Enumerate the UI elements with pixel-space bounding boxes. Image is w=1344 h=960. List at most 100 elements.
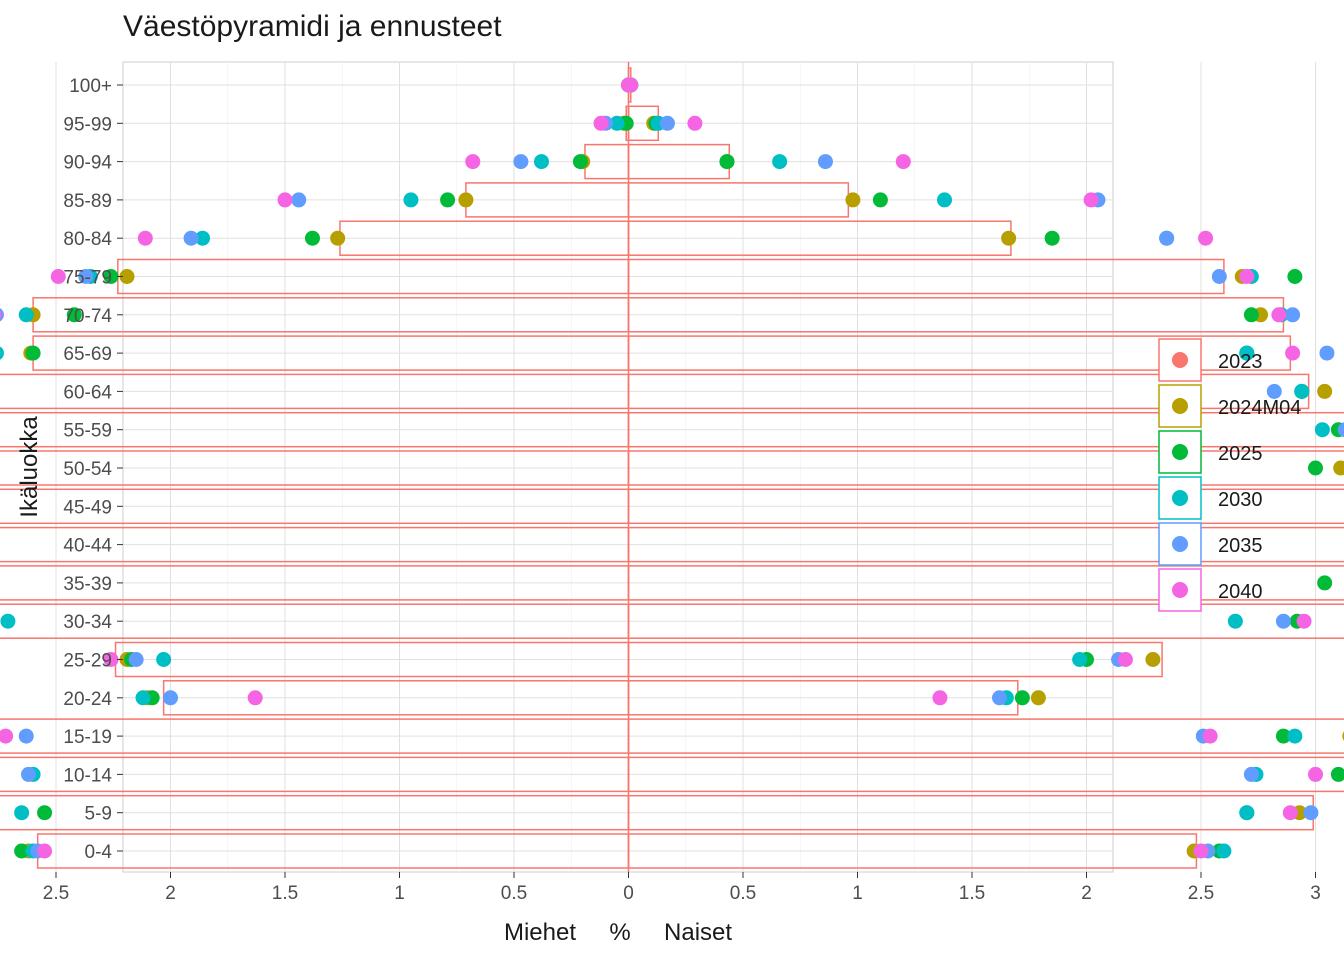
y-tick-label: 35-39 <box>63 574 112 595</box>
y-tick-label: 85-89 <box>63 191 112 212</box>
y-tick-label: 55-59 <box>63 421 112 442</box>
point-men <box>465 154 481 170</box>
point-women <box>845 192 861 208</box>
point-women <box>1285 345 1301 361</box>
x-tick-label: 0 <box>623 883 634 904</box>
legend-item: 2025 <box>1158 430 1263 474</box>
point-women <box>1287 269 1303 284</box>
point-men <box>0 346 4 360</box>
point-men <box>533 154 549 170</box>
chart-title: Väestöpyramidi ja ennusteet <box>123 10 502 43</box>
x-tick-label: 3 <box>1310 883 1321 904</box>
x-tick-label: 2 <box>1081 883 1092 904</box>
y-tick-label: 90-94 <box>63 153 112 174</box>
legend: 2023 2024M04 2025 2030 2035 2040 <box>1158 338 1301 612</box>
point-women <box>1202 728 1218 744</box>
point-men <box>572 154 588 170</box>
x-tick-label: 1 <box>852 883 863 904</box>
point-women <box>1198 230 1214 246</box>
legend-key-dot <box>1172 536 1188 552</box>
point-women <box>623 77 639 93</box>
point-women <box>1275 613 1291 629</box>
point-men <box>609 115 625 131</box>
point-women <box>1159 230 1175 246</box>
point-women <box>1275 728 1291 744</box>
legend-item: 2030 <box>1158 476 1263 520</box>
point-women <box>1193 843 1209 859</box>
point-women <box>1285 307 1301 323</box>
point-women <box>1211 269 1227 284</box>
y-tick-label: 80-84 <box>63 229 112 250</box>
point-men <box>0 728 14 744</box>
x-axis-title: Miehet % Naiset <box>504 919 732 946</box>
point-women <box>1239 345 1255 361</box>
point-men <box>25 345 41 361</box>
point-women <box>1216 843 1232 859</box>
point-men <box>103 269 119 284</box>
point-women <box>872 192 888 208</box>
point-women <box>1239 805 1255 821</box>
legend-key-dot <box>1172 352 1188 368</box>
y-tick-label: 45-49 <box>63 497 112 518</box>
point-men <box>14 843 30 859</box>
point-women <box>1117 652 1133 667</box>
point-women <box>1282 805 1298 821</box>
point-women <box>895 154 911 170</box>
legend-key-dot <box>1172 444 1188 460</box>
legend-label: 2025 <box>1218 443 1263 465</box>
x-tick-label: 0.5 <box>730 883 756 904</box>
point-men <box>66 307 82 323</box>
y-tick-label: 30-34 <box>63 612 112 633</box>
y-tick-label: 0-4 <box>85 842 113 863</box>
point-women <box>1266 383 1282 399</box>
point-women <box>1330 766 1344 782</box>
point-men <box>304 230 320 246</box>
point-men <box>183 230 199 246</box>
point-women <box>1303 805 1319 821</box>
point-men <box>18 728 34 744</box>
point-women <box>1308 766 1323 782</box>
point-men <box>37 805 53 821</box>
point-men <box>163 690 178 706</box>
y-tick-label: 15-19 <box>63 727 112 748</box>
point-women <box>1333 460 1344 476</box>
point-men <box>103 652 119 667</box>
x-tick-label: 2.5 <box>1188 883 1214 904</box>
legend-item: 2040 <box>1158 568 1263 612</box>
point-men <box>247 690 263 706</box>
point-women <box>1001 230 1017 246</box>
point-men <box>156 652 172 667</box>
point-women <box>991 690 1007 706</box>
y-tick-label: 5-9 <box>85 804 112 825</box>
point-women <box>1337 422 1344 438</box>
x-tick-label: 2.5 <box>43 883 69 904</box>
point-women <box>1317 575 1333 591</box>
point-women <box>1271 307 1287 323</box>
legend-key-box <box>1158 338 1202 382</box>
point-women <box>1314 422 1330 438</box>
y-axis-title: Ikäluokka <box>16 416 43 518</box>
point-men <box>135 690 151 706</box>
y-tick-label: 95-99 <box>63 114 112 135</box>
point-men <box>403 192 419 208</box>
point-women <box>1014 690 1030 706</box>
y-tick-label: 10-14 <box>63 765 112 786</box>
legend-key-dot <box>1172 490 1188 506</box>
legend-label: 2040 <box>1218 581 1263 603</box>
point-men <box>0 308 4 322</box>
series-2040 <box>0 77 1323 859</box>
y-tick-label: 75-79 <box>63 268 112 289</box>
point-women <box>1287 728 1303 744</box>
point-men <box>119 269 135 284</box>
y-tick-label: 40-44 <box>63 536 112 557</box>
point-women <box>1044 230 1060 246</box>
point-women <box>1319 345 1335 361</box>
y-tick-label: 50-54 <box>63 459 112 480</box>
point-men <box>14 805 30 821</box>
point-women <box>1294 383 1310 399</box>
legend-item: 2035 <box>1158 522 1263 566</box>
point-women <box>932 690 948 706</box>
point-men <box>128 652 144 667</box>
point-women <box>1083 192 1099 208</box>
